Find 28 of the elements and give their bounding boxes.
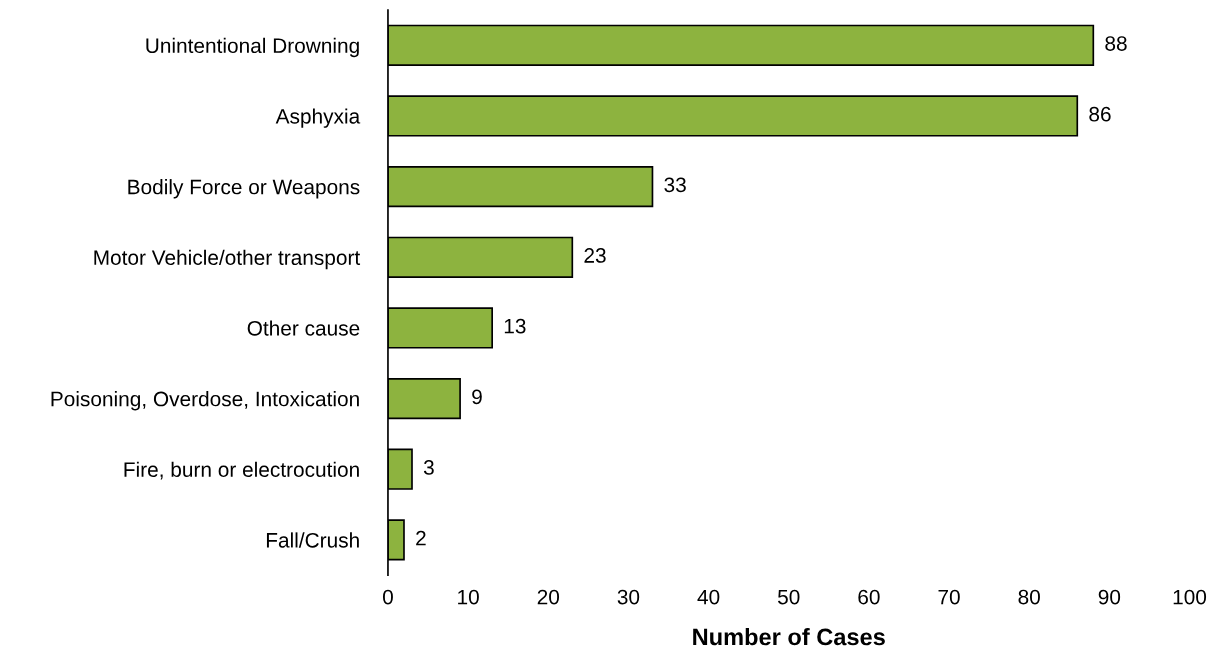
y-tick-label: Motor Vehicle/other transport <box>94 249 361 270</box>
x-tick-label: 100 <box>1173 589 1207 605</box>
y-tick-label: Asphyxia <box>275 108 361 128</box>
y-tick-label: Fire, burn or electrocution <box>124 461 359 480</box>
x-tick-label: 50 <box>777 589 800 605</box>
data-label: 13 <box>504 318 526 334</box>
data-label: 9 <box>472 389 482 405</box>
data-label: 33 <box>664 177 686 193</box>
y-tick-label: Fall/Crush <box>266 532 359 548</box>
data-label: 23 <box>584 248 606 263</box>
x-tick-label: 10 <box>458 589 479 605</box>
x-tick-label: 70 <box>938 589 960 605</box>
x-tick-label: 0 <box>382 589 393 605</box>
data-label: 86 <box>1089 106 1111 122</box>
data-label: 3 <box>423 460 434 475</box>
x-axis-title: Number of Cases <box>693 627 885 646</box>
x-tick-label: 80 <box>1018 589 1040 605</box>
y-tick-label: Poisoning, Overdose, Intoxication <box>51 391 359 411</box>
x-tick-label: 90 <box>1098 589 1121 605</box>
x-tick-label: 40 <box>697 589 720 605</box>
x-tick-label: 60 <box>858 589 880 605</box>
x-tick-label: 30 <box>617 589 640 605</box>
y-tick-label: Bodily Force or Weapons <box>128 179 360 199</box>
data-label: 88 <box>1105 36 1127 51</box>
x-tick-label: 20 <box>537 589 560 605</box>
y-tick-label: Other cause <box>247 320 360 336</box>
y-tick-label: Unintentional Drowning <box>146 37 359 58</box>
data-label: 2 <box>416 530 426 546</box>
